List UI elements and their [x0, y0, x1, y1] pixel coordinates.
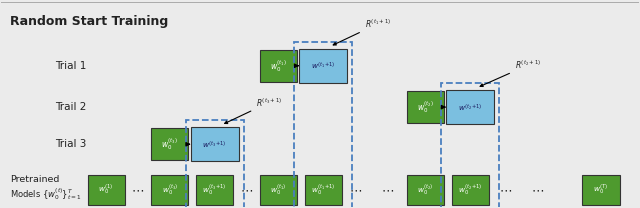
FancyBboxPatch shape [407, 91, 444, 123]
FancyBboxPatch shape [452, 175, 488, 205]
Text: Models $\{w_0^{(t)}\}_{t=1}^T$: Models $\{w_0^{(t)}\}_{t=1}^T$ [10, 186, 82, 202]
Text: $w_0^{(t_1\!+\!1)}$: $w_0^{(t_1\!+\!1)}$ [311, 183, 335, 197]
FancyBboxPatch shape [446, 90, 494, 124]
FancyBboxPatch shape [582, 175, 620, 205]
FancyBboxPatch shape [191, 127, 239, 161]
FancyBboxPatch shape [152, 128, 188, 160]
Text: $w^{(t_3\!+\!1)}$: $w^{(t_3\!+\!1)}$ [202, 139, 227, 150]
Text: $\cdots$: $\cdots$ [240, 183, 253, 196]
FancyBboxPatch shape [260, 50, 297, 82]
Text: Random Start Training: Random Start Training [10, 15, 168, 28]
Text: $w_0^{(t_3)}$: $w_0^{(t_3)}$ [161, 136, 179, 152]
FancyBboxPatch shape [305, 175, 342, 205]
Text: $R^{(t_1+1)}$: $R^{(t_1+1)}$ [333, 18, 391, 45]
Text: $w_0^{(t_3\!+\!1)}$: $w_0^{(t_3\!+\!1)}$ [202, 183, 227, 197]
FancyBboxPatch shape [88, 175, 125, 205]
FancyBboxPatch shape [407, 175, 444, 205]
Text: $w_0^{(t_2\!+\!1)}$: $w_0^{(t_2\!+\!1)}$ [458, 183, 483, 197]
Text: $\cdots$: $\cdots$ [531, 183, 543, 196]
Text: $w_0^{(t_3)}$: $w_0^{(t_3)}$ [162, 183, 178, 197]
Text: $w_0^{(1)}$: $w_0^{(1)}$ [99, 183, 114, 197]
Text: $w_0^{(t_1)}$: $w_0^{(t_1)}$ [270, 183, 287, 197]
Text: Pretrained: Pretrained [10, 175, 60, 184]
FancyBboxPatch shape [260, 175, 297, 205]
Text: $\cdots$: $\cdots$ [349, 183, 362, 196]
Text: $w^{(t_1\!+\!1)}$: $w^{(t_1\!+\!1)}$ [311, 60, 335, 71]
Text: Trail 2: Trail 2 [55, 102, 86, 112]
Text: $R^{(t_2+1)}$: $R^{(t_2+1)}$ [480, 59, 541, 87]
Text: $w_0^{(t_2)}$: $w_0^{(t_2)}$ [417, 99, 434, 115]
Text: $w_0^{(T)}$: $w_0^{(T)}$ [593, 183, 609, 197]
FancyBboxPatch shape [152, 175, 188, 205]
Text: $w^{(t_2\!+\!1)}$: $w^{(t_2\!+\!1)}$ [458, 102, 483, 113]
Text: $\cdots$: $\cdots$ [131, 183, 145, 196]
Text: $R^{(t_3+1)}$: $R^{(t_3+1)}$ [225, 96, 282, 124]
FancyBboxPatch shape [300, 49, 347, 83]
Text: Trial 1: Trial 1 [55, 61, 86, 71]
Text: Trial 3: Trial 3 [55, 139, 86, 149]
Text: $\cdots$: $\cdots$ [499, 183, 512, 196]
Text: $w_0^{(t_2)}$: $w_0^{(t_2)}$ [417, 183, 433, 197]
Text: $\cdots$: $\cdots$ [381, 183, 394, 196]
Text: $w_0^{(t_1)}$: $w_0^{(t_1)}$ [270, 58, 287, 74]
FancyBboxPatch shape [196, 175, 233, 205]
